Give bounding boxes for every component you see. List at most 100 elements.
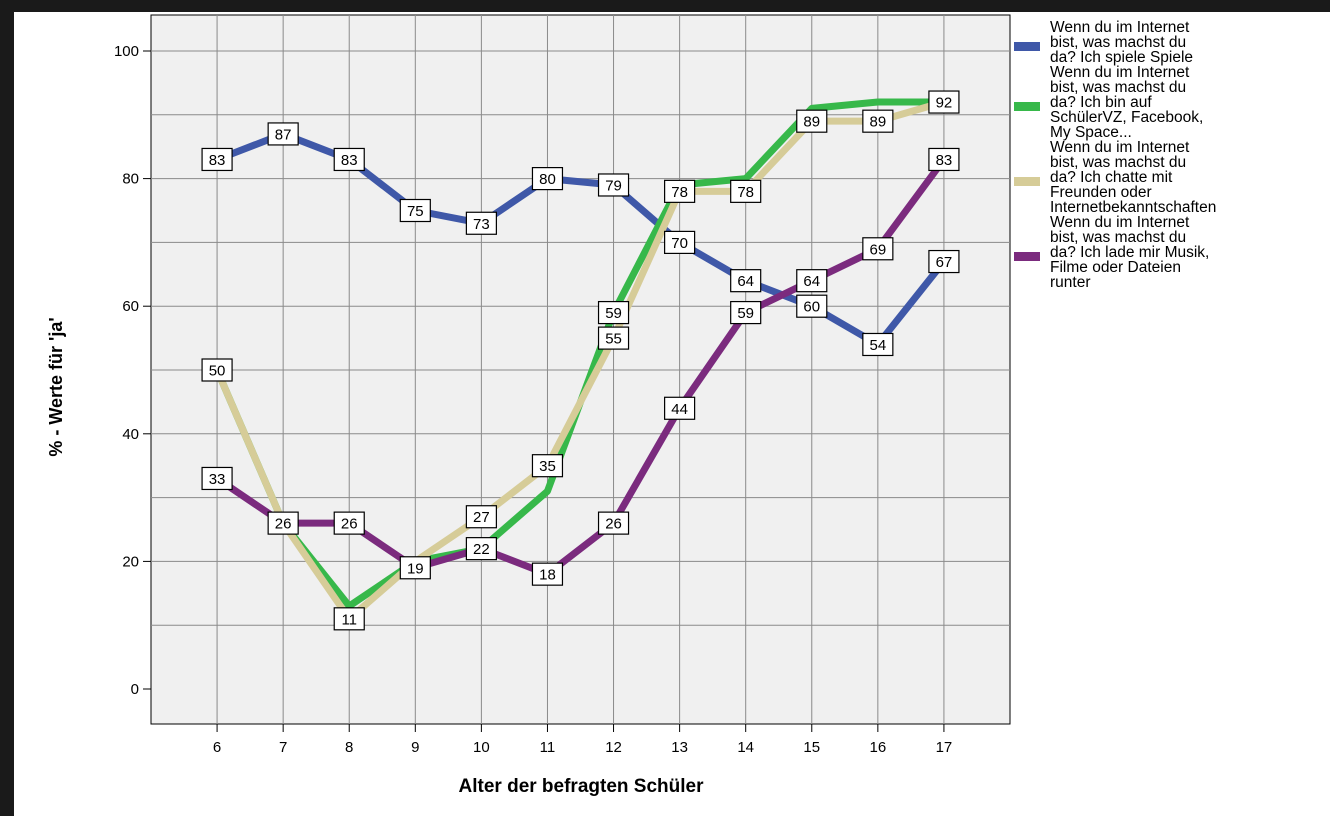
data-label-value: 67 (936, 254, 953, 271)
data-label-value: 59 (605, 305, 622, 322)
legend-label: Wenn du im Internet bist, was machst du … (1050, 19, 1194, 66)
data-label-box (399, 556, 431, 580)
x-tick-label: 12 (605, 739, 622, 756)
data-label: 33 (201, 466, 233, 491)
x-tick-label: 16 (870, 739, 887, 756)
legend-item: Wenn du im Internet bist, was machst du … (1014, 215, 1330, 290)
x-tick-label: 13 (671, 739, 688, 756)
data-label-box (597, 511, 630, 535)
data-label: 87 (267, 122, 299, 146)
y-tick-label: 60 (122, 298, 139, 315)
data-label: 54 (862, 332, 894, 357)
data-label-box (201, 466, 233, 491)
data-label: 78 (730, 179, 762, 203)
data-label-value: 59 (737, 305, 754, 322)
data-label: 89 (862, 109, 894, 133)
x-tick-label: 8 (345, 739, 353, 756)
x-tick-label: 15 (803, 739, 820, 756)
data-label-value: 89 (803, 114, 820, 131)
legend-swatch (1014, 102, 1040, 111)
data-label-box (201, 147, 233, 172)
data-label-value: 54 (870, 337, 887, 354)
data-label-value: 89 (870, 114, 887, 131)
data-label-box (664, 179, 696, 203)
data-label-value: 92 (936, 95, 953, 112)
data-label-box (597, 300, 630, 325)
data-label: 67 (928, 249, 960, 274)
data-label-box (465, 211, 497, 235)
data-label-value: 83 (209, 152, 226, 169)
data-label-value: 64 (803, 273, 820, 290)
x-tick-label: 14 (737, 739, 754, 756)
data-label: 70 (664, 230, 696, 254)
data-label-box (664, 396, 696, 420)
data-label: 22 (465, 537, 497, 561)
data-label-value: 75 (407, 203, 424, 220)
data-label: 55 (597, 326, 630, 350)
data-label-box (333, 607, 365, 631)
legend-swatch (1014, 252, 1040, 261)
legend-label: Wenn du im Internet bist, was machst du … (1050, 214, 1210, 291)
data-label-value: 70 (671, 235, 688, 252)
data-label: 83 (928, 147, 960, 172)
data-label-box (399, 198, 431, 223)
data-label-value: 79 (605, 177, 622, 194)
y-tick-label: 20 (122, 553, 139, 570)
data-label: 75 (399, 198, 431, 223)
legend-label: Wenn du im Internet bist, was machst du … (1050, 64, 1204, 141)
data-label-value: 83 (341, 152, 358, 169)
data-label-value: 44 (671, 401, 688, 418)
y-tick-label: 0 (131, 681, 139, 698)
data-label-box (597, 326, 630, 350)
data-label: 59 (597, 300, 630, 325)
data-label: 60 (796, 294, 828, 318)
data-label-value: 80 (539, 171, 556, 188)
data-label-value: 26 (605, 516, 622, 533)
data-label-box (796, 294, 828, 318)
data-label: 64 (796, 269, 828, 293)
x-tick-label: 17 (936, 739, 953, 756)
data-label-value: 83 (936, 152, 953, 169)
legend-item: Wenn du im Internet bist, was machst du … (1014, 140, 1330, 215)
y-tick-label: 40 (122, 426, 139, 443)
data-label: 11 (333, 607, 365, 631)
legend-swatch (1014, 42, 1040, 51)
y-axis-label: % - Werte für 'ja' (46, 317, 66, 456)
data-label-value: 78 (737, 184, 754, 201)
data-label: 44 (664, 396, 696, 420)
data-label-value: 26 (275, 516, 292, 533)
data-label-box (267, 122, 299, 146)
data-label-box (928, 90, 960, 114)
data-label: 80 (531, 167, 564, 191)
x-tick-label: 9 (411, 739, 419, 756)
data-label-value: 26 (341, 516, 358, 533)
legend: Wenn du im Internet bist, was machst du … (1014, 20, 1330, 290)
data-label-box (928, 249, 960, 274)
data-label: 27 (465, 505, 497, 529)
data-label-value: 27 (473, 509, 490, 526)
data-label-box (796, 269, 828, 293)
data-label: 26 (267, 511, 299, 535)
data-label-value: 35 (539, 458, 556, 475)
x-tick-label: 7 (279, 739, 287, 756)
data-label-box (465, 505, 497, 529)
data-label: 59 (730, 300, 762, 325)
data-label-box (862, 109, 894, 133)
data-label-value: 60 (803, 299, 820, 316)
y-tick-label: 80 (122, 171, 139, 188)
data-label: 89 (796, 109, 828, 133)
legend-label: Wenn du im Internet bist, was machst du … (1050, 139, 1217, 216)
legend-item: Wenn du im Internet bist, was machst du … (1014, 20, 1330, 65)
data-label-value: 11 (341, 611, 357, 628)
data-label-box (267, 511, 299, 535)
data-label-value: 55 (605, 331, 622, 348)
data-label: 35 (531, 454, 564, 478)
data-label: 83 (201, 147, 233, 172)
data-label-value: 18 (539, 567, 556, 584)
x-axis-label: Alter der befragten Schüler (459, 776, 705, 797)
data-label: 50 (201, 358, 233, 382)
data-label: 78 (664, 179, 696, 203)
data-label-box (730, 179, 762, 203)
data-label-value: 50 (209, 363, 226, 380)
data-label: 79 (597, 173, 630, 197)
